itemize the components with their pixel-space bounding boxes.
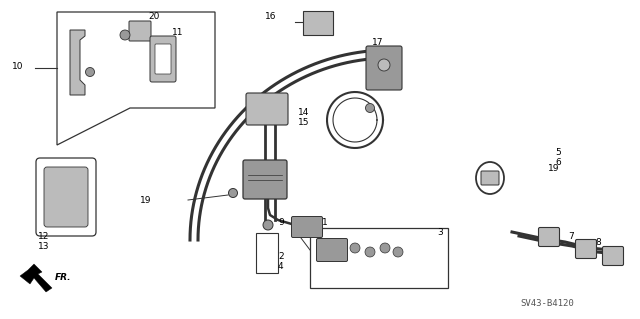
Circle shape <box>378 59 390 71</box>
Polygon shape <box>70 30 85 95</box>
Text: 18: 18 <box>313 228 324 237</box>
Circle shape <box>228 189 237 197</box>
Text: 12: 12 <box>38 232 49 241</box>
Text: 19: 19 <box>140 196 152 205</box>
FancyBboxPatch shape <box>36 158 96 236</box>
Circle shape <box>263 220 273 230</box>
Text: 13: 13 <box>38 242 49 251</box>
Circle shape <box>86 68 95 77</box>
Polygon shape <box>20 264 52 292</box>
FancyBboxPatch shape <box>481 171 499 185</box>
Circle shape <box>380 243 390 253</box>
FancyBboxPatch shape <box>303 11 333 35</box>
Text: 15: 15 <box>298 118 310 127</box>
FancyBboxPatch shape <box>129 21 151 41</box>
Text: 14: 14 <box>298 108 309 117</box>
Text: 20: 20 <box>148 12 159 21</box>
Circle shape <box>393 247 403 257</box>
Text: 6: 6 <box>555 158 561 167</box>
FancyBboxPatch shape <box>310 228 448 288</box>
Circle shape <box>120 30 130 40</box>
Circle shape <box>350 243 360 253</box>
FancyBboxPatch shape <box>246 93 288 125</box>
FancyBboxPatch shape <box>150 36 176 82</box>
Text: 19: 19 <box>548 164 559 173</box>
Text: 17: 17 <box>372 38 383 47</box>
Circle shape <box>365 247 375 257</box>
FancyBboxPatch shape <box>155 44 171 74</box>
Text: 11: 11 <box>172 28 184 37</box>
Text: SV43-B4120: SV43-B4120 <box>520 299 573 308</box>
FancyBboxPatch shape <box>538 227 559 247</box>
FancyBboxPatch shape <box>243 160 287 199</box>
Text: 4: 4 <box>278 262 284 271</box>
FancyBboxPatch shape <box>317 239 348 262</box>
Text: 5: 5 <box>555 148 561 157</box>
Text: FR.: FR. <box>55 272 72 281</box>
FancyBboxPatch shape <box>366 46 402 90</box>
Text: 7: 7 <box>568 232 573 241</box>
FancyBboxPatch shape <box>575 240 596 258</box>
Text: 1: 1 <box>322 218 328 227</box>
Text: 16: 16 <box>265 12 276 21</box>
Text: 8: 8 <box>595 238 601 247</box>
Text: 3: 3 <box>437 228 443 237</box>
Circle shape <box>365 103 374 113</box>
FancyBboxPatch shape <box>256 233 278 273</box>
FancyBboxPatch shape <box>44 167 88 227</box>
FancyBboxPatch shape <box>291 217 323 238</box>
Text: 10: 10 <box>12 62 24 71</box>
Polygon shape <box>57 12 215 145</box>
Text: 9: 9 <box>278 218 284 227</box>
FancyBboxPatch shape <box>602 247 623 265</box>
Text: 2: 2 <box>278 252 284 261</box>
